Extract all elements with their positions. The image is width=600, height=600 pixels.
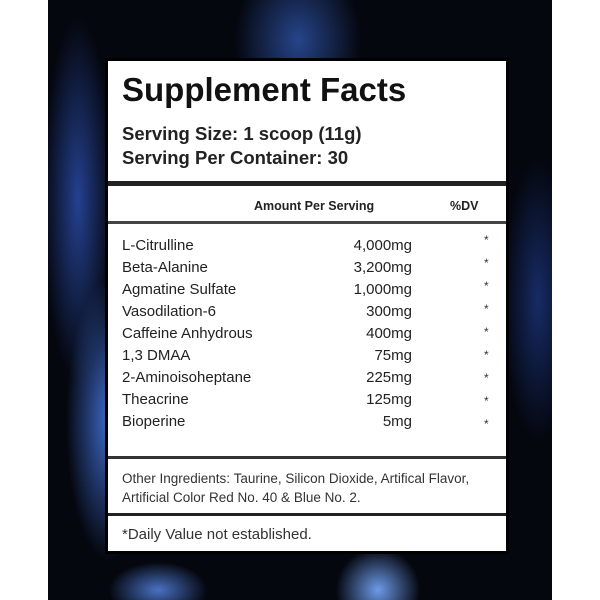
ingredient-name: Agmatine Sulfate — [122, 281, 237, 298]
ingredient-row: Beta-Alanine 3,200mg — [122, 259, 412, 281]
ingredient-name: L-Citrulline — [122, 237, 194, 254]
ingredient-amount: 75mg — [374, 347, 412, 364]
ingredient-row: Theacrine 125mg — [122, 391, 412, 413]
ingredient-amount: 125mg — [366, 391, 412, 408]
ingredient-row: Caffeine Anhydrous 400mg — [122, 325, 412, 347]
ingredient-dv: * — [484, 348, 489, 362]
ingredient-amount: 300mg — [366, 303, 412, 320]
ingredient-name: Vasodilation-6 — [122, 303, 216, 320]
servings-per-container: Serving Per Container: 30 — [122, 147, 349, 168]
ingredient-amount: 3,200mg — [353, 259, 412, 276]
ingredient-dv: * — [484, 325, 489, 339]
ingredient-amount: 1,000mg — [353, 281, 412, 298]
ingredient-name: Beta-Alanine — [122, 259, 208, 276]
ingredient-amount: 5mg — [382, 413, 412, 430]
ingredient-name: Theacrine — [122, 391, 189, 408]
supplement-facts-panel: Supplement Facts Serving Size: 1 scoop (… — [105, 58, 509, 554]
ingredient-amount: 225mg — [366, 369, 412, 386]
divider — [108, 181, 506, 186]
ingredient-dv: * — [484, 302, 489, 316]
serving-size: Serving Size: 1 scoop (11g) — [122, 123, 362, 144]
divider — [108, 513, 506, 516]
ingredient-row: L-Citrulline 4,000mg — [122, 237, 412, 259]
ingredient-name: 2-Aminoisoheptane — [122, 369, 252, 386]
ingredient-row: Vasodilation-6 300mg — [122, 303, 412, 325]
ingredient-dv: * — [484, 279, 489, 293]
ingredient-row: Agmatine Sulfate 1,000mg — [122, 281, 412, 303]
ingredient-row: Bioperine 5mg — [122, 413, 412, 435]
ingredient-dv: * — [484, 233, 489, 247]
ingredient-amount: 4,000mg — [353, 237, 412, 254]
ingredient-name: 1,3 DMAA — [122, 347, 191, 364]
ingredient-amount: 400mg — [366, 325, 412, 342]
header-dv: %DV — [450, 199, 479, 213]
other-ingredients: Other Ingredients: Taurine, Silicon Diox… — [122, 471, 470, 505]
ingredient-dv: * — [484, 371, 489, 385]
ingredient-name: Caffeine Anhydrous — [122, 325, 253, 342]
divider — [108, 221, 506, 224]
ingredient-name: Bioperine — [122, 413, 186, 430]
ingredient-dv: * — [484, 417, 489, 431]
ingredient-row: 2-Aminoisoheptane 225mg — [122, 369, 412, 391]
divider — [108, 456, 506, 459]
footnote: *Daily Value not established. — [122, 526, 312, 543]
panel-title: Supplement Facts — [122, 71, 407, 108]
ingredient-dv: * — [484, 256, 489, 270]
ingredient-dv: * — [484, 394, 489, 408]
header-amount: Amount Per Serving — [254, 199, 375, 213]
ingredient-row: 1,3 DMAA 75mg — [122, 347, 412, 369]
